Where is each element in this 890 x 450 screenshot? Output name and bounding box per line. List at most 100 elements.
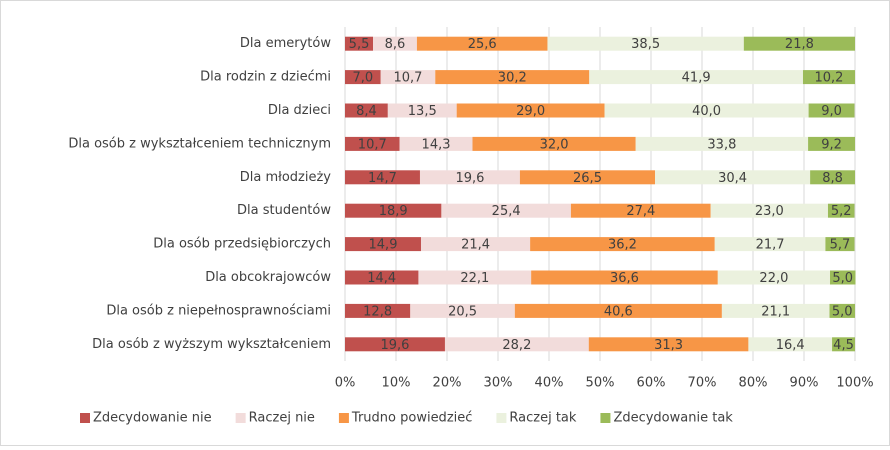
legend-label: Zdecydowanie nie (93, 411, 212, 426)
bar-segment (345, 203, 442, 218)
bar-segment (345, 36, 374, 51)
value-label: 36,6 (610, 271, 639, 286)
bar-segment (387, 103, 457, 118)
bar-segment (547, 36, 744, 51)
bar-segment (419, 170, 520, 185)
bar-segment (345, 170, 420, 185)
value-label: 41,9 (682, 71, 711, 86)
value-label: 5,0 (832, 304, 853, 319)
value-label: 21,7 (756, 238, 785, 253)
value-label: 21,1 (761, 304, 790, 319)
legend-swatch (496, 413, 507, 423)
bar-segment (802, 70, 855, 85)
bar-segment (748, 337, 833, 352)
value-label: 20,5 (448, 304, 477, 319)
value-label: 22,1 (460, 271, 489, 286)
value-label: 12,8 (363, 304, 392, 319)
bar-segment (380, 70, 436, 85)
bar-segment (345, 136, 400, 151)
bar-segment (588, 337, 749, 352)
value-label: 9,2 (821, 137, 842, 152)
value-label: 13,5 (408, 104, 437, 119)
y-tick-label: Dla rodzin z dziećmi (200, 70, 331, 85)
bar-segment (399, 136, 473, 151)
value-label: 14,4 (367, 271, 396, 286)
value-label: 21,4 (461, 238, 490, 253)
value-label: 25,4 (492, 204, 521, 219)
bar-segment (635, 136, 809, 151)
x-tick-label: 90% (790, 376, 819, 391)
value-label: 14,3 (422, 137, 451, 152)
bar-segment (345, 270, 419, 285)
value-label: 5,7 (830, 238, 851, 253)
value-label: 30,2 (498, 71, 527, 86)
bar-segment (810, 170, 855, 185)
value-label: 30,4 (718, 171, 747, 186)
value-label: 10,2 (815, 71, 844, 86)
x-tick-label: 70% (688, 376, 717, 391)
value-label: 16,4 (776, 338, 805, 353)
value-label: 5,0 (832, 271, 853, 286)
bar-segment (531, 270, 718, 285)
value-label: 31,3 (654, 338, 683, 353)
y-tick-label: Dla osób przedsiębiorczych (153, 237, 331, 252)
bar-segment (345, 303, 411, 318)
bar-segment (410, 303, 515, 318)
value-label: 7,0 (353, 71, 374, 86)
x-tick-label: 0% (335, 376, 356, 391)
bar-segment (345, 103, 388, 118)
bar-segment (345, 337, 445, 352)
bar-segment (444, 337, 589, 352)
x-tick-label: 30% (484, 376, 513, 391)
legend-swatch (235, 413, 246, 423)
value-label: 22,0 (759, 271, 788, 286)
y-tick-label: Dla osób z niepełnosprawnościami (106, 303, 331, 318)
bar-segment (435, 70, 590, 85)
legend-label: Zdecydowanie tak (613, 411, 733, 426)
value-label: 8,4 (356, 104, 377, 119)
legend-swatch (600, 413, 611, 423)
value-label: 10,7 (394, 71, 423, 86)
legend-swatch (338, 413, 349, 423)
value-label: 4,5 (833, 338, 854, 353)
bar-segment (570, 203, 711, 218)
value-label: 40,6 (604, 304, 633, 319)
y-tick-label: Dla obcokrajowców (205, 270, 331, 285)
value-label: 23,0 (755, 204, 784, 219)
bar-segment (710, 203, 828, 218)
x-tick-label: 20% (433, 376, 462, 391)
bar-segment (743, 36, 855, 51)
bar-segment (808, 136, 855, 151)
y-tick-label: Dla osób z wyższym wykształceniem (92, 337, 331, 352)
bar-segment (420, 237, 531, 252)
bar-segment (721, 303, 830, 318)
bar-segment (416, 36, 548, 51)
value-label: 8,6 (385, 37, 406, 52)
value-label: 5,5 (349, 37, 370, 52)
bar-segment (589, 70, 803, 85)
bar-segment (514, 303, 722, 318)
value-label: 26,5 (573, 171, 602, 186)
value-label: 21,8 (785, 37, 814, 52)
bar-segment (345, 237, 421, 252)
y-tick-label: Dla młodzieży (240, 170, 332, 185)
bar-segment (808, 103, 855, 118)
value-label: 36,2 (608, 238, 637, 253)
bar-segment (418, 270, 532, 285)
bar-segment (530, 237, 715, 252)
bar-segment (655, 170, 811, 185)
x-tick-label: 50% (586, 376, 615, 391)
x-tick-label: 80% (739, 376, 768, 391)
bar-segment (345, 70, 381, 85)
value-label: 33,8 (707, 137, 736, 152)
legend-label: Trudno powiedzieć (351, 411, 472, 426)
bar-segment (519, 170, 656, 185)
bar-segment (441, 203, 571, 218)
y-tick-label: Dla dzieci (268, 103, 331, 118)
bar-segment (717, 270, 831, 285)
x-tick-label: 100% (836, 376, 873, 391)
value-label: 14,7 (368, 171, 397, 186)
value-label: 19,6 (381, 338, 410, 353)
value-label: 8,8 (822, 171, 843, 186)
